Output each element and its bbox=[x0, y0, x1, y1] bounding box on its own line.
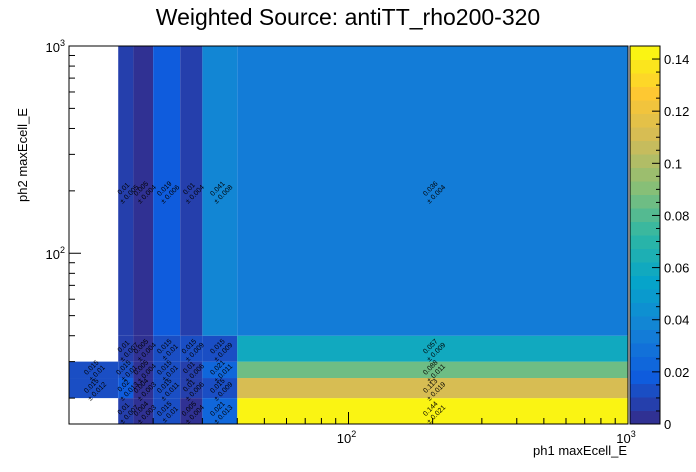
colorbar-tick-label: 0.1 bbox=[664, 156, 682, 171]
colorbar-band bbox=[630, 100, 660, 114]
x-axis-ticks bbox=[68, 412, 629, 424]
y-tick-label: 103 bbox=[46, 38, 65, 55]
colorbar-tick-label: 0.14 bbox=[664, 52, 689, 67]
colorbar-band bbox=[630, 208, 660, 222]
heatmap-cell bbox=[133, 46, 154, 336]
colorbar-band bbox=[630, 46, 660, 60]
y-axis-label: ph2 maxEcell_E bbox=[15, 108, 30, 202]
colorbar-tick-label: 0.08 bbox=[664, 208, 689, 223]
x-axis-label: ph1 maxEcell_E bbox=[533, 443, 627, 458]
colorbar-band bbox=[630, 302, 660, 317]
heatmap-cell bbox=[237, 361, 628, 379]
heatmap-cell bbox=[133, 335, 154, 362]
colorbar bbox=[629, 45, 661, 425]
heatmap-cell bbox=[202, 398, 238, 424]
colorbar-band bbox=[630, 140, 660, 155]
colorbar-tick-label: 0 bbox=[664, 417, 671, 432]
y-axis-ticks bbox=[69, 45, 81, 399]
heatmap-cell bbox=[69, 378, 119, 399]
heatmap-cell bbox=[237, 46, 628, 336]
heatmap-cell bbox=[237, 378, 628, 399]
colorbar-tick-label: 0.02 bbox=[664, 365, 689, 380]
heatmap-cell bbox=[153, 46, 181, 336]
colorbar-band bbox=[630, 275, 660, 290]
heatmap-cell bbox=[153, 335, 181, 362]
colorbar-band bbox=[630, 194, 660, 209]
y-tick-label: 102 bbox=[46, 245, 65, 262]
colorbar-band bbox=[630, 248, 660, 263]
heatmap-cell bbox=[118, 378, 134, 399]
colorbar-band bbox=[630, 73, 660, 87]
heatmap-cell bbox=[180, 335, 203, 362]
heatmap-cell bbox=[133, 361, 154, 379]
heatmap-cell bbox=[180, 46, 203, 336]
heatmap-cell bbox=[180, 378, 203, 399]
heatmap-cell bbox=[202, 378, 238, 399]
colorbar-ticks bbox=[652, 45, 660, 425]
heatmap-cell bbox=[153, 398, 181, 424]
colorbar-band bbox=[630, 127, 660, 141]
heatmap-cell bbox=[118, 398, 134, 424]
heatmap-cell bbox=[118, 335, 134, 362]
colorbar-band bbox=[630, 221, 660, 236]
colorbar-band bbox=[630, 59, 660, 74]
colorbar-band bbox=[630, 316, 660, 330]
colorbar-band bbox=[630, 262, 660, 276]
colorbar-band bbox=[630, 181, 660, 195]
y-axis-tick-labels: 102 103 bbox=[46, 38, 65, 262]
heatmap-cell bbox=[133, 398, 154, 424]
colorbar-band bbox=[630, 410, 660, 425]
heatmap-cell bbox=[118, 361, 134, 379]
heatmap-cell bbox=[153, 378, 181, 399]
colorbar-band bbox=[630, 113, 660, 128]
colorbar-frame bbox=[629, 45, 661, 425]
heatmap-cell bbox=[180, 398, 203, 424]
colorbar-band bbox=[630, 235, 660, 249]
colorbar-band bbox=[630, 383, 660, 398]
colorbar-tick-label: 0.12 bbox=[664, 104, 689, 119]
x-axis-tick-labels: 102 103 bbox=[337, 429, 636, 446]
heatmap-cell bbox=[202, 335, 238, 362]
colorbar-band bbox=[630, 329, 660, 344]
chart-title: Weighted Source: antiTT_rho200-320 bbox=[156, 4, 540, 30]
colorbar-tick-label: 0.04 bbox=[664, 313, 689, 328]
heatmap-cell bbox=[202, 361, 238, 379]
heatmap-cell bbox=[133, 378, 154, 399]
colorbar-band bbox=[630, 370, 660, 384]
colorbar-band bbox=[630, 397, 660, 411]
heatmap-cell bbox=[180, 361, 203, 379]
colorbar-band bbox=[630, 167, 660, 182]
colorbar-band bbox=[630, 289, 660, 303]
x-tick-label: 103 bbox=[616, 429, 635, 446]
heatmap-cell bbox=[237, 335, 628, 362]
heatmap-cell bbox=[202, 46, 238, 336]
colorbar-band bbox=[630, 154, 660, 168]
heatmap-cell bbox=[69, 361, 119, 379]
colorbar-band bbox=[630, 356, 660, 371]
x-tick-label: 102 bbox=[337, 429, 356, 446]
heatmap-cell bbox=[153, 361, 181, 379]
colorbar-tick-labels: 0 0.02 0.04 0.06 0.08 0.1 0.12 0.14 bbox=[664, 52, 689, 432]
colorbar-band bbox=[630, 86, 660, 101]
heatmap-cells bbox=[69, 46, 628, 424]
heatmap-cell bbox=[118, 46, 134, 336]
colorbar-band bbox=[630, 343, 660, 357]
colorbar-tick-label: 0.06 bbox=[664, 261, 689, 276]
